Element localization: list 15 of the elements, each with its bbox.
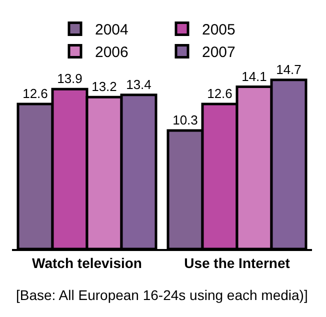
data-label: 14.7 xyxy=(276,62,302,77)
legend-label: 2005 xyxy=(202,22,236,39)
legend-label: 2007 xyxy=(202,44,236,62)
data-label: 13.2 xyxy=(92,79,117,94)
text: [Base: All European 16-24s using each media)] xyxy=(16,287,308,303)
data-label: 10.3 xyxy=(172,112,198,128)
data-label: 14.1 xyxy=(242,68,267,84)
legend-label: 2004 xyxy=(95,22,128,39)
data-label: 13.9 xyxy=(57,71,82,86)
x-tick-label: Use the Internet xyxy=(184,254,290,271)
data-label: 12.6 xyxy=(207,86,232,102)
data-label: 12.6 xyxy=(22,86,48,102)
data-label: 13.4 xyxy=(126,76,152,92)
legend-label: 2006 xyxy=(95,44,128,62)
x-tick-label: Watch television xyxy=(32,254,142,271)
